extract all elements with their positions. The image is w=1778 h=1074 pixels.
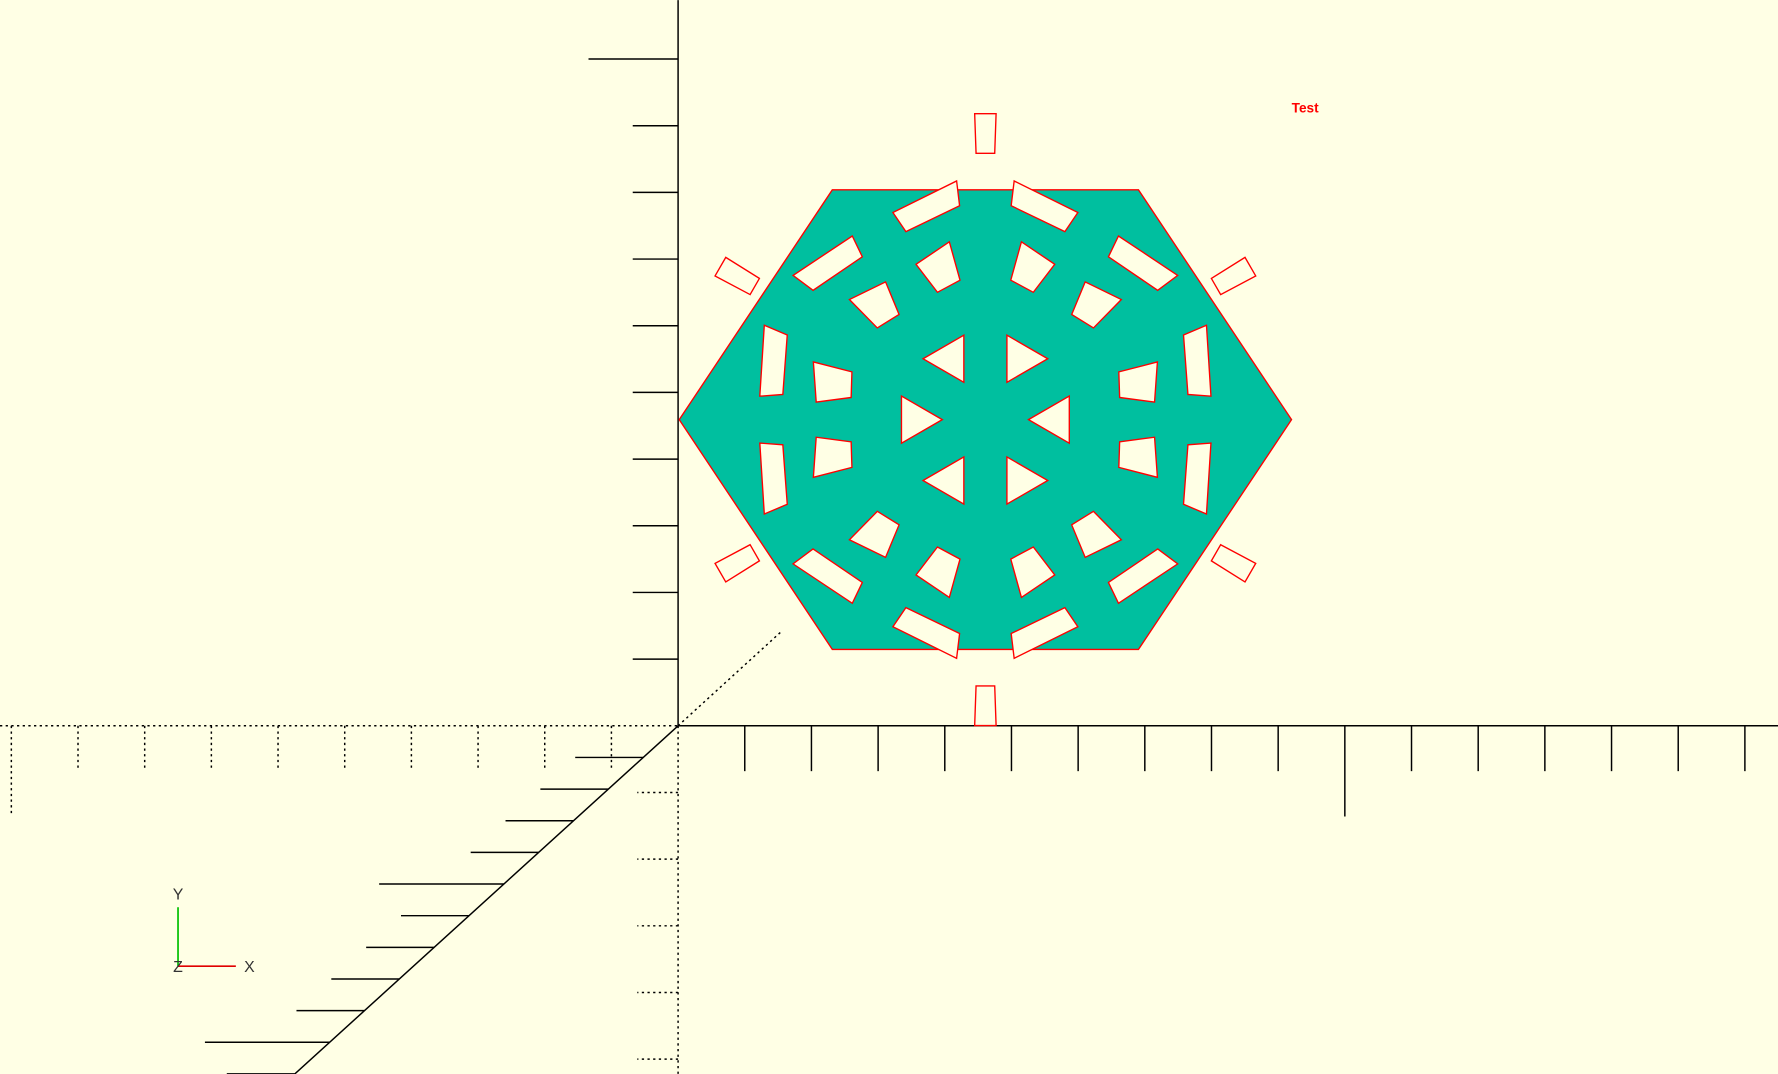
inner-triangle: [900, 394, 944, 445]
outer-hole: [1010, 179, 1079, 233]
snowflake-body: [678, 189, 1293, 651]
outer-hole: [791, 235, 864, 292]
axis-indicator: Y X Z: [173, 886, 255, 976]
indicator-x-label: X: [244, 959, 255, 976]
mid-hole: [915, 240, 961, 294]
outer-hole: [1182, 324, 1212, 397]
indicator-y-label: Y: [173, 886, 184, 903]
model-label: Test: [1292, 100, 1319, 115]
outer-hole: [1182, 442, 1212, 516]
outer-hole: [891, 179, 961, 233]
mid-hole: [1009, 240, 1056, 294]
outer-hole: [1107, 548, 1179, 605]
outer-hole: [1107, 235, 1179, 292]
notch: [973, 112, 997, 155]
indicator-z-label: Z: [173, 959, 183, 976]
z-axis: [294, 725, 679, 1074]
model: [678, 112, 1293, 727]
notch: [1210, 543, 1257, 583]
mid-hole: [1070, 280, 1123, 329]
outer-hole: [791, 548, 864, 605]
inner-triangle: [1006, 334, 1050, 384]
mid-hole: [1118, 361, 1159, 403]
notch: [973, 685, 997, 727]
outer-hole: [891, 606, 961, 660]
mid-hole: [1009, 546, 1056, 599]
outer-hole: [759, 324, 788, 397]
inner-triangle: [921, 455, 965, 506]
ticks: [10, 58, 1746, 1074]
inner-triangle: [1006, 455, 1050, 506]
notch: [1210, 256, 1257, 296]
mid-hole: [1118, 436, 1159, 479]
mid-hole: [1070, 510, 1123, 559]
mid-hole: [915, 546, 961, 599]
mid-hole: [812, 361, 853, 403]
mid-hole: [848, 280, 900, 329]
notch: [714, 256, 761, 296]
outer-hole: [759, 442, 788, 516]
mid-hole: [848, 510, 900, 559]
inner-triangle: [1027, 394, 1070, 445]
z-axis-positive: [677, 630, 783, 727]
notch: [714, 543, 761, 583]
inner-triangle: [921, 334, 965, 384]
mid-hole: [812, 436, 853, 479]
outer-hole: [1010, 606, 1079, 660]
